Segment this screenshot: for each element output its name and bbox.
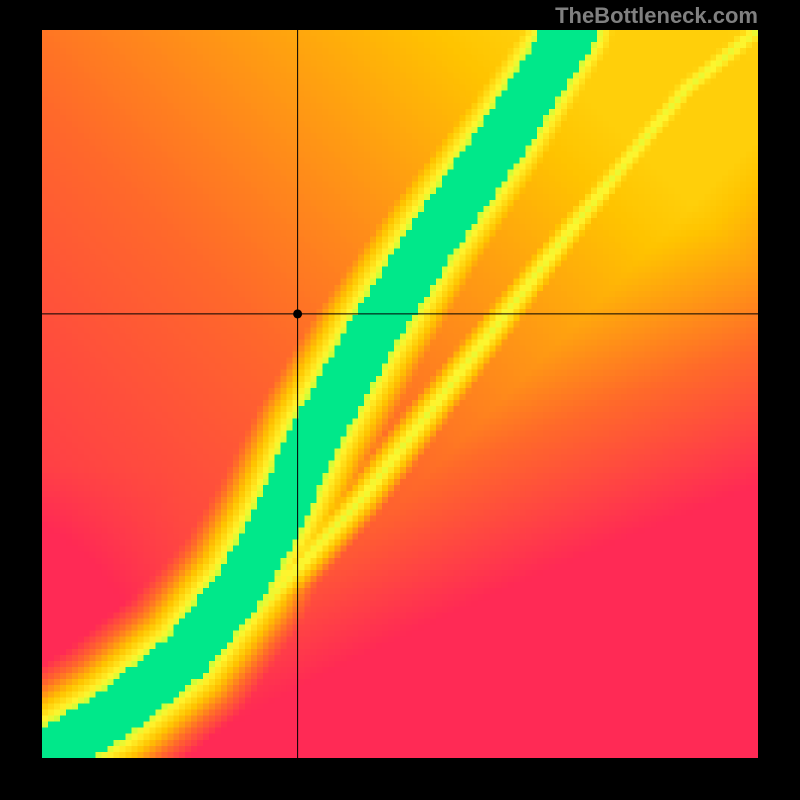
bottleneck-heatmap bbox=[42, 30, 758, 758]
chart-container: TheBottleneck.com bbox=[0, 0, 800, 800]
watermark-text: TheBottleneck.com bbox=[555, 3, 758, 29]
